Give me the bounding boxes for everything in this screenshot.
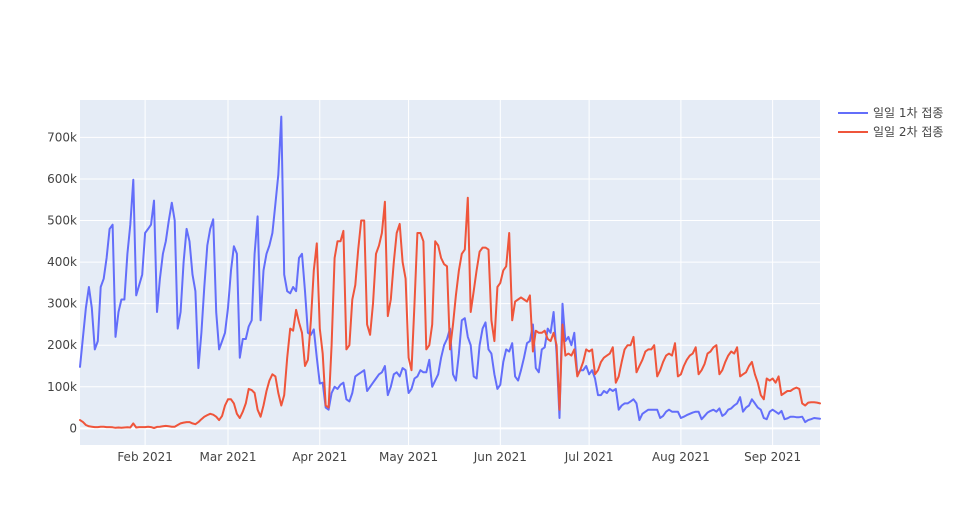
series-lines [79,115,821,429]
y-tick-label: 100k [47,380,77,394]
x-tick-label: May 2021 [379,450,438,464]
x-tick-label: Apr 2021 [292,450,347,464]
x-tick-label: Jun 2021 [473,450,527,464]
x-tick-label: Mar 2021 [200,450,257,464]
y-tick-label: 300k [47,297,77,311]
x-tick-label: Feb 2021 [117,450,173,464]
series-line-2[interactable] [79,196,821,429]
gridlines [80,100,820,445]
x-tick-label: Aug 2021 [652,450,710,464]
y-axis-ticks: 0 100k 200k 300k 400k 500k 600k 700k [47,130,77,435]
x-axis-ticks: Feb 2021 Mar 2021 Apr 2021 May 2021 Jun 2021… [117,450,801,464]
x-tick-label: Jul 2021 [564,450,614,464]
legend-label: 일일 2차 접종 [873,125,943,139]
y-tick-label: 400k [47,255,77,269]
legend-item-2[interactable]: 일일 2차 접종 [838,125,943,139]
y-tick-label: 200k [47,338,77,352]
y-tick-label: 700k [47,130,77,144]
legend-item-1[interactable]: 일일 1차 접종 [838,106,943,120]
y-tick-label: 0 [69,421,77,435]
x-tick-label: Sep 2021 [744,450,801,464]
legend-label: 일일 1차 접종 [873,106,943,120]
y-tick-label: 600k [47,172,77,186]
y-tick-label: 500k [47,214,77,228]
plot-background [80,100,820,445]
